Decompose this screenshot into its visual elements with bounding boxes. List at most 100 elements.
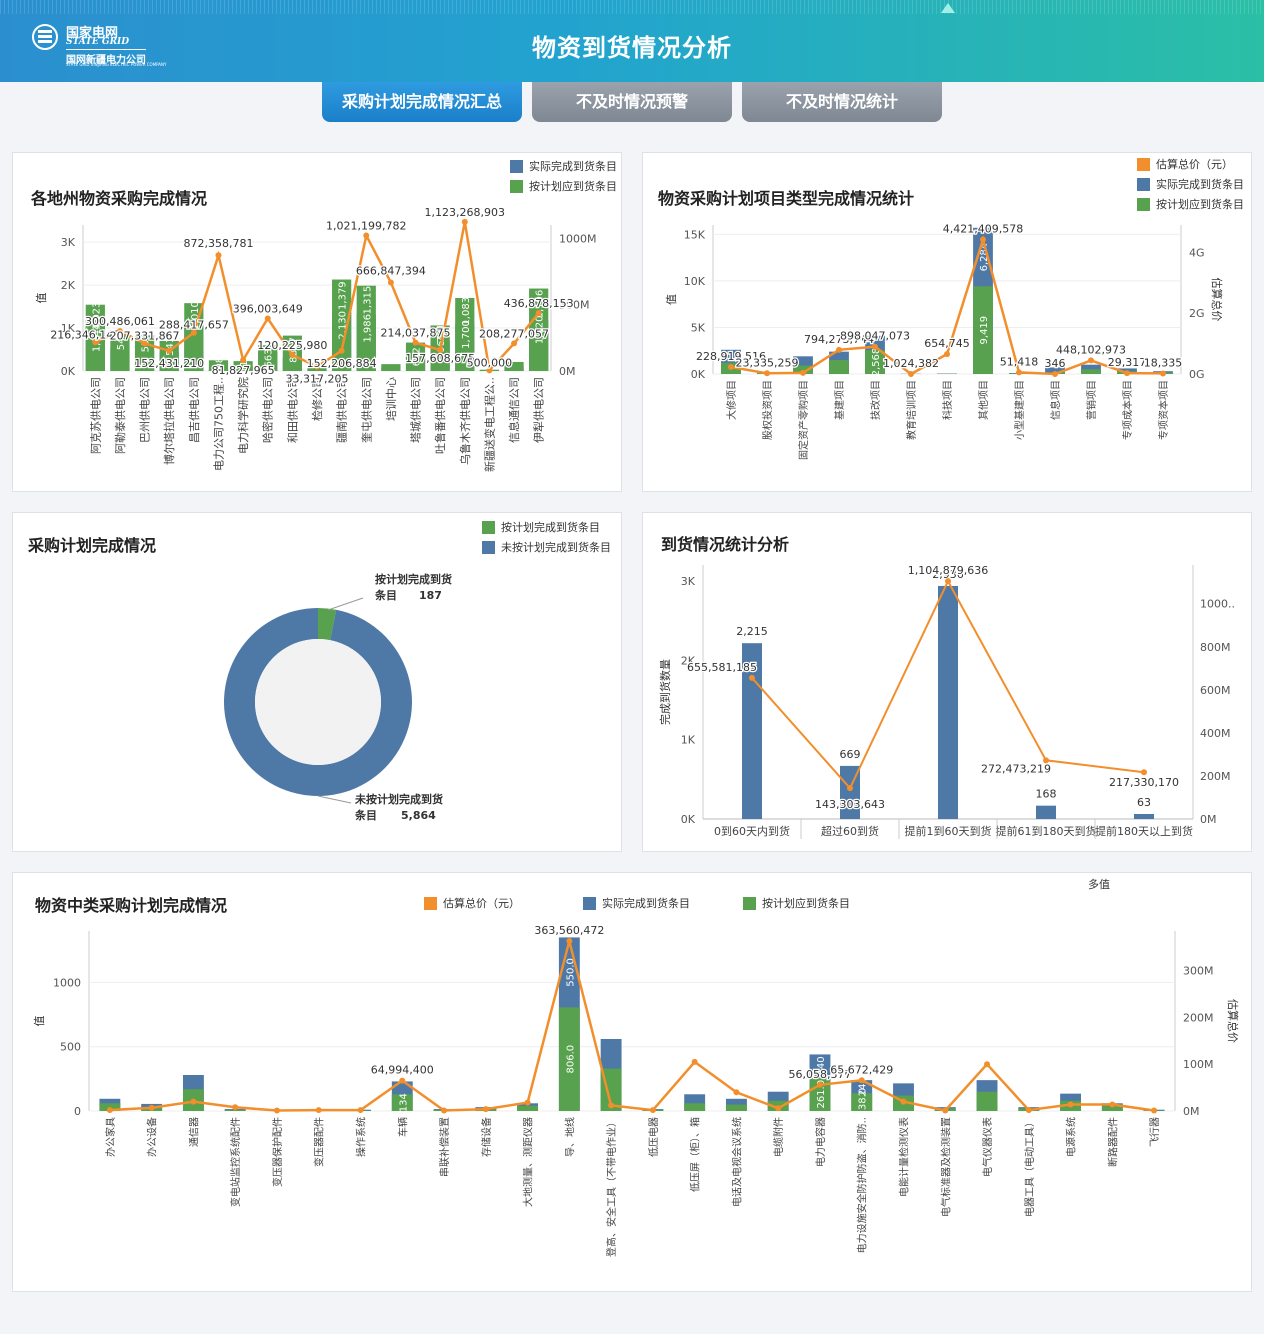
pie-leader-line [317, 795, 352, 804]
x-tick-label: 专项成本项目 [1121, 380, 1134, 440]
x-tick-label: 巴州供电公司 [138, 377, 152, 443]
bar-planned [600, 1068, 622, 1111]
x-tick-label: 乌鲁木齐供电公司 [458, 377, 472, 465]
line-point [858, 1077, 865, 1084]
chart-category-completion: 物资中类采购计划完成情况 估算总价（元） 实际完成到货条目 按计划应到货条目 多值 100… [33, 877, 1240, 1257]
x-tick-label: 和田供电公司 [285, 377, 299, 443]
x-tick-label: 电源系统 [1065, 1117, 1078, 1157]
y2-tick-label: 200M [1183, 1011, 1214, 1024]
tab-late-warning[interactable]: 不及时情况预警 [532, 82, 732, 122]
line-point [1109, 1101, 1116, 1108]
line-value-label: 288,417,657 [159, 319, 229, 332]
bar-planned [1101, 1105, 1123, 1111]
x-tick-label: 低压电器 [647, 1117, 660, 1157]
bar-value-label: 2,215 [736, 625, 768, 638]
x-tick-label: 飞行器 [1148, 1117, 1161, 1147]
y-tick-label: 0K [61, 365, 76, 378]
x-tick-label: 提前61到180天到货 [996, 824, 1097, 838]
line-point [106, 1107, 113, 1114]
line-point [289, 352, 296, 359]
y2-tick-label: 1000.. [1200, 598, 1235, 611]
y2-tick-label: 400M [1200, 727, 1231, 740]
x-tick-label: 大修项目 [725, 380, 738, 420]
bar-value-label: 1,700 [461, 320, 472, 349]
line-value-label: 898,047,073 [840, 330, 910, 343]
line-point [942, 1107, 949, 1114]
pie-label: 按计划完成到货 [375, 572, 452, 586]
line-point [566, 938, 573, 945]
chart-title: 到货情况统计分析 [661, 535, 789, 554]
legend-label: 实际完成到货条目 [602, 896, 690, 910]
line-point [437, 347, 444, 354]
line-value-label: 217,330,170 [1109, 776, 1179, 789]
line-value-label: 18,335 [1144, 356, 1183, 369]
bar-value-label: 1,089 [214, 350, 225, 379]
line-point [240, 357, 247, 364]
bar-value-label: 138.0 [858, 1088, 869, 1117]
x-tick-label: 股权投资项目 [761, 380, 774, 440]
line-value-label: 228,919,516 [696, 350, 766, 363]
bar-planned [851, 1093, 873, 1111]
x-tick-label: 超过60到货 [821, 824, 879, 838]
x-tick-label: 0到60天内到货 [714, 824, 790, 838]
header-marker-icon [941, 3, 955, 13]
line-value-label: 1,104,879,636 [908, 564, 988, 577]
line-value-label: 1,123,268,903 [425, 206, 505, 219]
bar-value-label: 550.0 [565, 958, 576, 987]
x-tick-label: 疆南供电公司 [335, 377, 349, 443]
legend-swatch [1137, 158, 1150, 171]
line-point [141, 340, 148, 347]
bar-planned [224, 1109, 246, 1111]
legend-label: 按计划应到货条目 [529, 179, 617, 193]
line-value-label: 300,486,061 [85, 315, 155, 328]
x-tick-label: 阿克苏供电公司 [88, 377, 102, 454]
y-tick-label: 0 [74, 1105, 81, 1118]
legend-swatch [1137, 178, 1150, 191]
bar-value-label: 1,010 [190, 301, 201, 330]
x-tick-label: 信息项目 [1049, 380, 1062, 420]
x-tick-label: 登高、安全工具（不带电作业） [605, 1117, 618, 1257]
line-point [363, 232, 370, 239]
line-value-label: 143,303,643 [815, 798, 885, 811]
y2-axis-label: 估算总价 [1226, 999, 1240, 1043]
bar-completed [1036, 805, 1056, 819]
line-value-label: 81,827,965 [212, 364, 275, 377]
chart-arrival-analysis: 到货情况统计分析 3K 2K 1K 0K 1000.. 800M 600M 400M 200M 0M… [658, 535, 1235, 839]
line-value-label: 216,346,149 [50, 328, 120, 341]
bar-planned [809, 1077, 831, 1111]
line-point [190, 1098, 197, 1105]
bar-value-label: 1,544 [91, 324, 102, 353]
bar-value-label: 240 [858, 1077, 869, 1096]
line-value-label: 51,418 [1000, 355, 1039, 368]
line-value-label: 346 [1045, 357, 1066, 370]
line-value-label: 396,003,649 [233, 302, 303, 315]
x-tick-label: 奎屯供电公司 [359, 377, 373, 443]
x-tick-label: 办公家具 [104, 1117, 117, 1157]
bar-value-label: 261.0 [816, 1080, 827, 1109]
y2-tick-label: 0M [559, 365, 576, 378]
y-tick-label: 500 [60, 1041, 81, 1054]
line-point [908, 370, 914, 377]
x-tick-label: 操作系统 [355, 1117, 368, 1157]
line-value-label: 666,847,394 [356, 264, 426, 277]
chart-title: 物资采购计划项目类型完成情况统计 [658, 189, 914, 208]
header-bar: 国家电网 STATE GRID 国网新疆电力公司 STATE GRID XINJ… [0, 0, 1264, 82]
tab-procurement-summary[interactable]: 采购计划完成情况汇总 [322, 82, 522, 122]
y2-tick-label: 1000M [559, 232, 597, 245]
bar-value-label: 1,196 [535, 290, 546, 319]
legend-label: 估算总价（元） [1156, 157, 1233, 171]
line-point [92, 339, 99, 346]
y2-tick-label: 600M [1200, 684, 1231, 697]
bar-planned [865, 350, 885, 374]
bar-value-label: 1,315 [362, 286, 373, 315]
line-value-label: 157,608,675 [405, 352, 475, 365]
x-tick-label: 电气仪器仪表 [981, 1117, 994, 1177]
x-tick-label: 检修公司 [310, 377, 324, 421]
y2-tick-label: 0M [1200, 813, 1217, 826]
panel-region-completion: 各地州物资采购完成情况 实际完成到货条目 按计划应到货条目 3K 2K 1K 0K 1000M… [12, 152, 622, 492]
y2-tick-label: 200M [1200, 770, 1231, 783]
x-tick-label: 固定资产零购项目 [797, 380, 810, 460]
tab-late-statistics[interactable]: 不及时情况统计 [742, 82, 942, 122]
